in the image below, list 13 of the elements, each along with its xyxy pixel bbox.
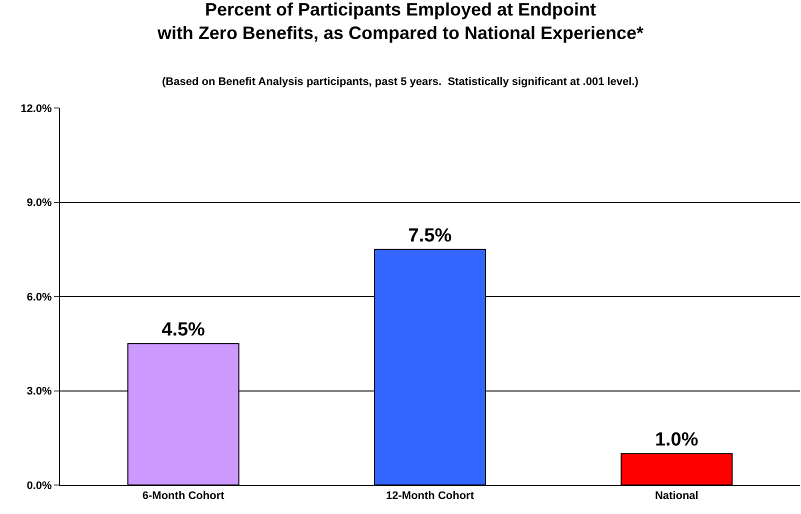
- x-tick-label: 6-Month Cohort: [142, 490, 225, 502]
- y-tick-label: 0.0%: [26, 480, 52, 492]
- y-tick-label: 12.0%: [20, 102, 52, 115]
- x-tick-label: National: [654, 490, 698, 502]
- data-label: 4.5%: [162, 320, 206, 341]
- chart-title: Percent of Participants Employed at Endpoint with Zero Benefits, as Compared to National Experience*: [156, 0, 644, 43]
- y-tick-label: 3.0%: [26, 386, 52, 398]
- y-tick-label: 6.0%: [26, 291, 52, 304]
- data-label: 7.5%: [408, 225, 452, 246]
- x-tick-label: 12-Month Cohort: [386, 490, 474, 502]
- y-tick-label: 9.0%: [26, 197, 52, 210]
- chart-subtitle: (Based on Benefit Analysis participants, past 5 years. Statistically significant at .001 level.): [162, 76, 639, 88]
- data-label: 1.0%: [654, 430, 698, 451]
